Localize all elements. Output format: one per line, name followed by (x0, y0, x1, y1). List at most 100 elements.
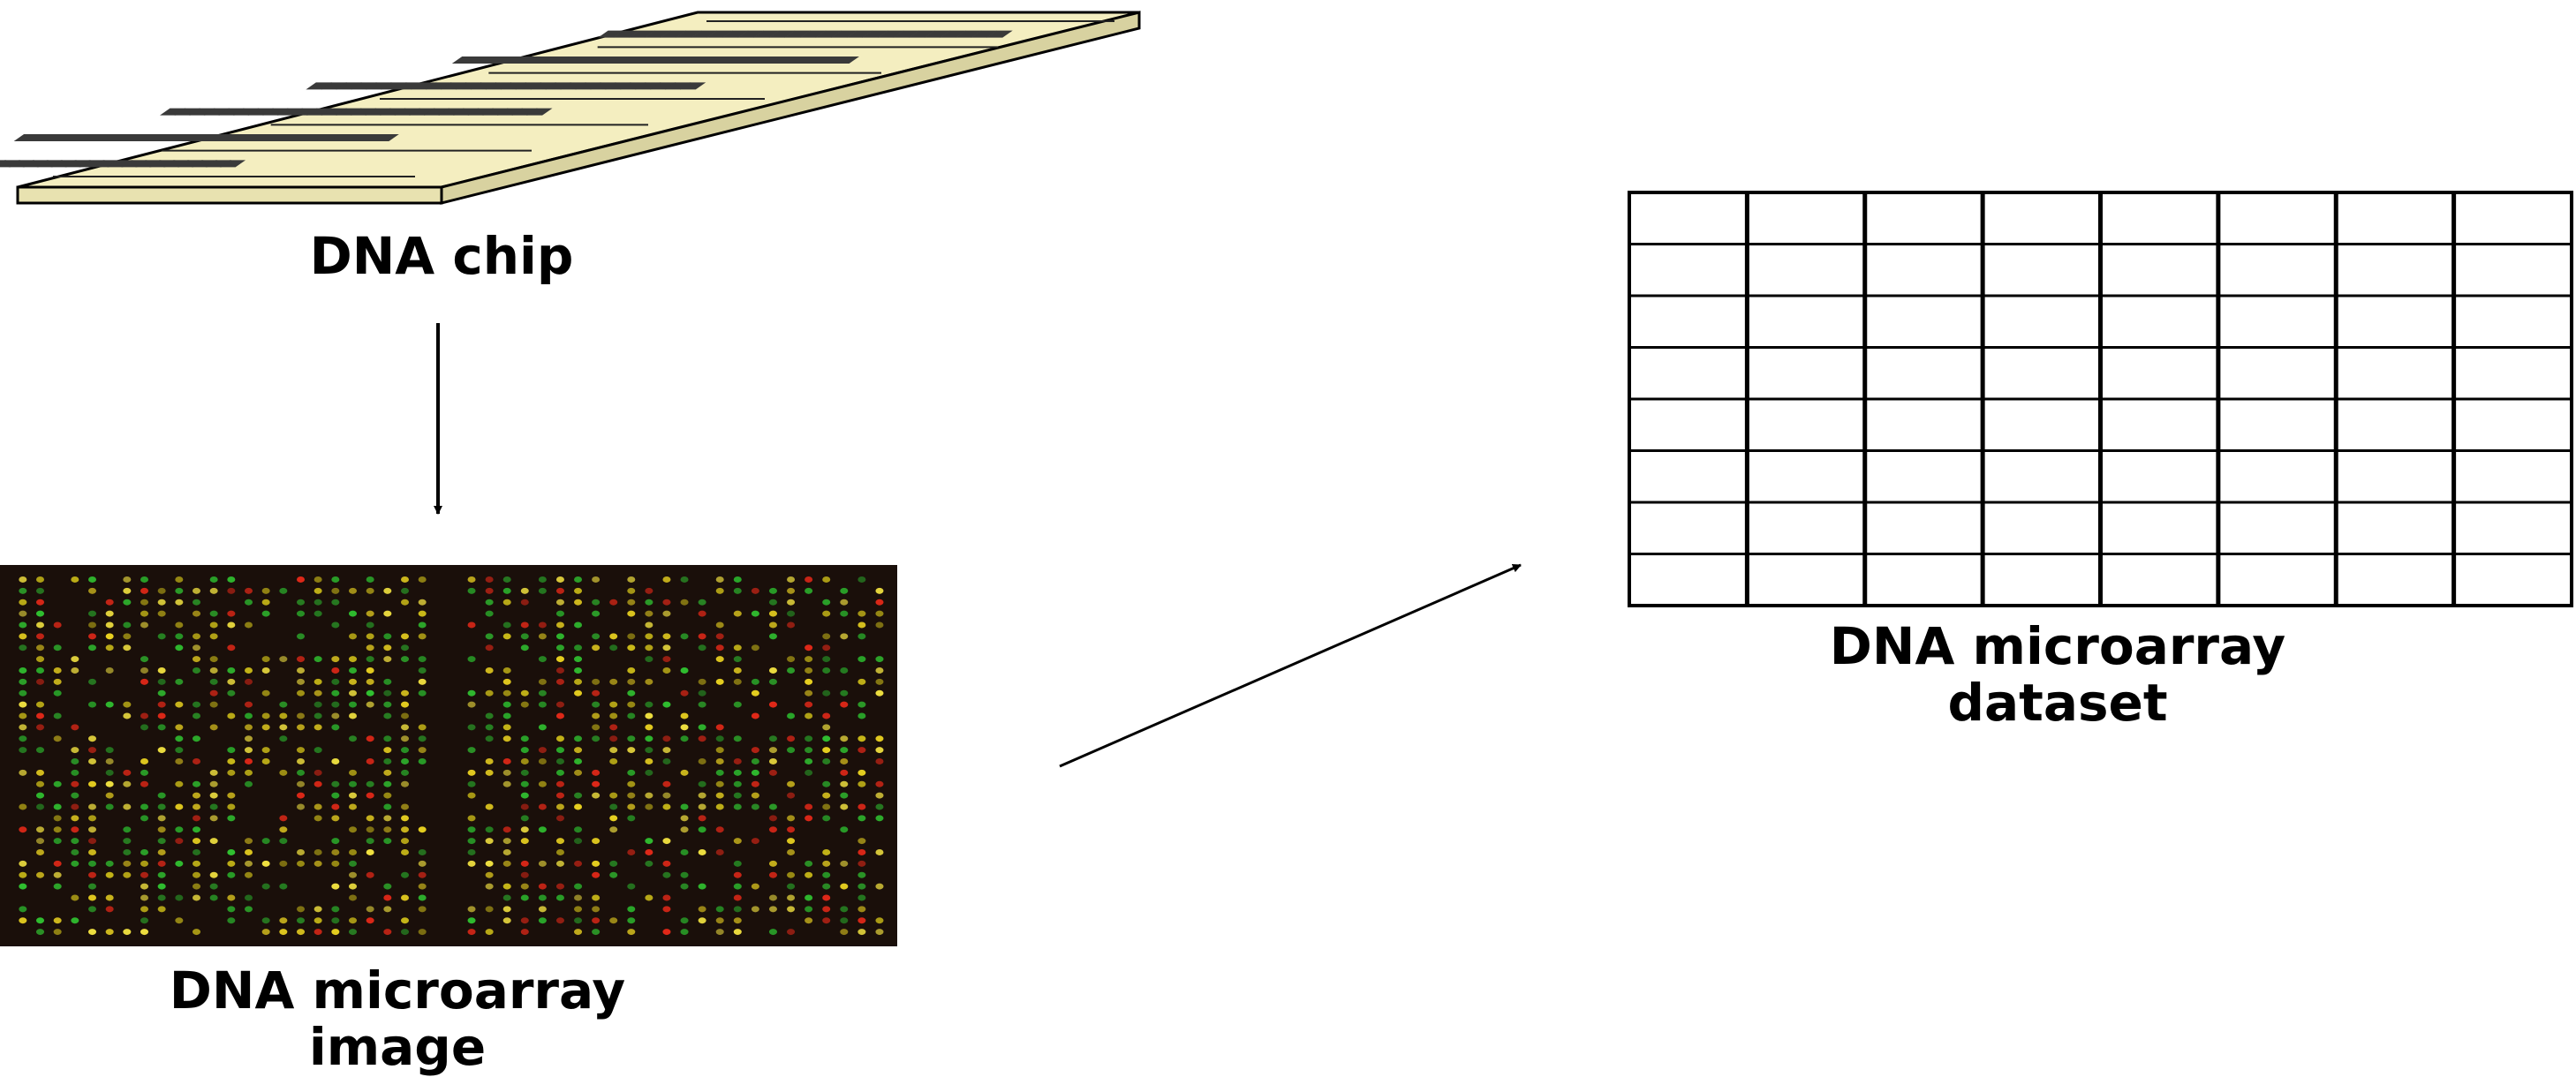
microarray-spot (140, 929, 148, 936)
microarray-spot (53, 929, 62, 936)
microarray-spot (418, 747, 427, 754)
microarray-spot (555, 894, 564, 901)
microarray-spot (314, 576, 322, 583)
microarray-spot (627, 587, 636, 594)
chip-well (629, 30, 655, 38)
chip-well (664, 82, 691, 90)
microarray-spot (261, 883, 270, 890)
microarray-spot (418, 610, 427, 617)
microarray-spot (366, 656, 374, 663)
microarray-spot (574, 883, 583, 890)
microarray-spot (680, 815, 689, 822)
microarray-spot (36, 701, 44, 708)
microarray-spot (555, 838, 564, 845)
microarray-spot (875, 621, 884, 629)
microarray-spot (787, 576, 796, 583)
microarray-spot (822, 689, 831, 697)
microarray-spot (645, 894, 653, 901)
chip-well (467, 56, 494, 64)
microarray-spot (19, 678, 27, 685)
microarray-spot (751, 883, 759, 890)
microarray-spot (698, 780, 706, 787)
microarray-spot (366, 576, 374, 583)
microarray-spot (555, 815, 564, 822)
microarray-spot (297, 576, 305, 583)
microarray-spot (314, 587, 322, 594)
microarray-spot (88, 848, 96, 855)
microarray-spot (140, 587, 148, 594)
microarray-spot (418, 724, 427, 731)
chip-well (711, 56, 737, 64)
chip-well (528, 56, 555, 64)
microarray-spot (840, 906, 849, 913)
microarray-spot (383, 906, 392, 913)
microarray-spot (36, 724, 44, 731)
microarray-spot (698, 803, 706, 810)
microarray-spot (485, 769, 494, 776)
microarray-spot (157, 610, 166, 617)
microarray-spot (805, 712, 813, 719)
microarray-spot (502, 633, 511, 640)
microarray-spot (227, 803, 236, 810)
microarray-spot (140, 871, 148, 878)
microarray-spot (314, 917, 322, 924)
microarray-spot (366, 815, 374, 822)
microarray-spot (349, 792, 357, 799)
chip-well (453, 108, 480, 116)
microarray-spot (88, 678, 96, 685)
microarray-spot (193, 587, 200, 594)
microarray-spot (485, 633, 494, 640)
microarray-spot (314, 747, 322, 754)
microarray-spot (140, 815, 148, 822)
microarray-spot (53, 826, 62, 833)
microarray-spot (71, 860, 79, 867)
chip-well (558, 56, 585, 64)
microarray-spot (123, 848, 132, 855)
microarray-spot (88, 929, 96, 936)
microarray-spot (71, 894, 79, 901)
microarray-spot (805, 587, 813, 594)
microarray-spot (822, 917, 831, 924)
microarray-spot (418, 871, 427, 878)
microarray-spot (680, 917, 689, 924)
chip-well (497, 56, 525, 64)
microarray-spot (715, 780, 724, 787)
microarray-spot (805, 769, 813, 776)
microarray-spot (733, 610, 742, 617)
microarray-spot (209, 803, 218, 810)
microarray-spot (261, 599, 270, 606)
microarray-spot (401, 826, 409, 833)
microarray-spot (88, 894, 96, 901)
microarray-spot (680, 848, 689, 855)
microarray-spot (857, 780, 866, 787)
microarray-spot (822, 599, 831, 606)
microarray-spot (209, 780, 218, 787)
chip-well (737, 30, 765, 38)
microarray-spot (88, 621, 96, 629)
chip-well (665, 56, 692, 64)
chip-well (803, 56, 829, 64)
microarray-spot (822, 667, 831, 674)
microarray-spot (36, 747, 44, 754)
microarray-spot (733, 871, 742, 878)
microarray-spot (592, 576, 601, 583)
microarray-spot (209, 621, 218, 629)
microarray-spot (401, 848, 409, 855)
microarray-spot (227, 610, 236, 617)
microarray-spot (733, 678, 742, 685)
microarray-spot (627, 848, 636, 855)
microarray-spot (751, 792, 759, 799)
microarray-spot (645, 587, 653, 594)
chip-well (757, 56, 783, 64)
microarray-spot (175, 838, 184, 845)
microarray-spot (538, 633, 547, 640)
microarray-spot (245, 587, 253, 594)
microarray-spot (680, 724, 689, 731)
microarray-spot (383, 633, 392, 640)
microarray-spot (592, 906, 601, 913)
microarray-spot (555, 644, 564, 651)
microarray-spot (418, 906, 427, 913)
microarray-spot (520, 860, 529, 867)
chip-well (100, 134, 126, 141)
microarray-spot (502, 724, 511, 731)
